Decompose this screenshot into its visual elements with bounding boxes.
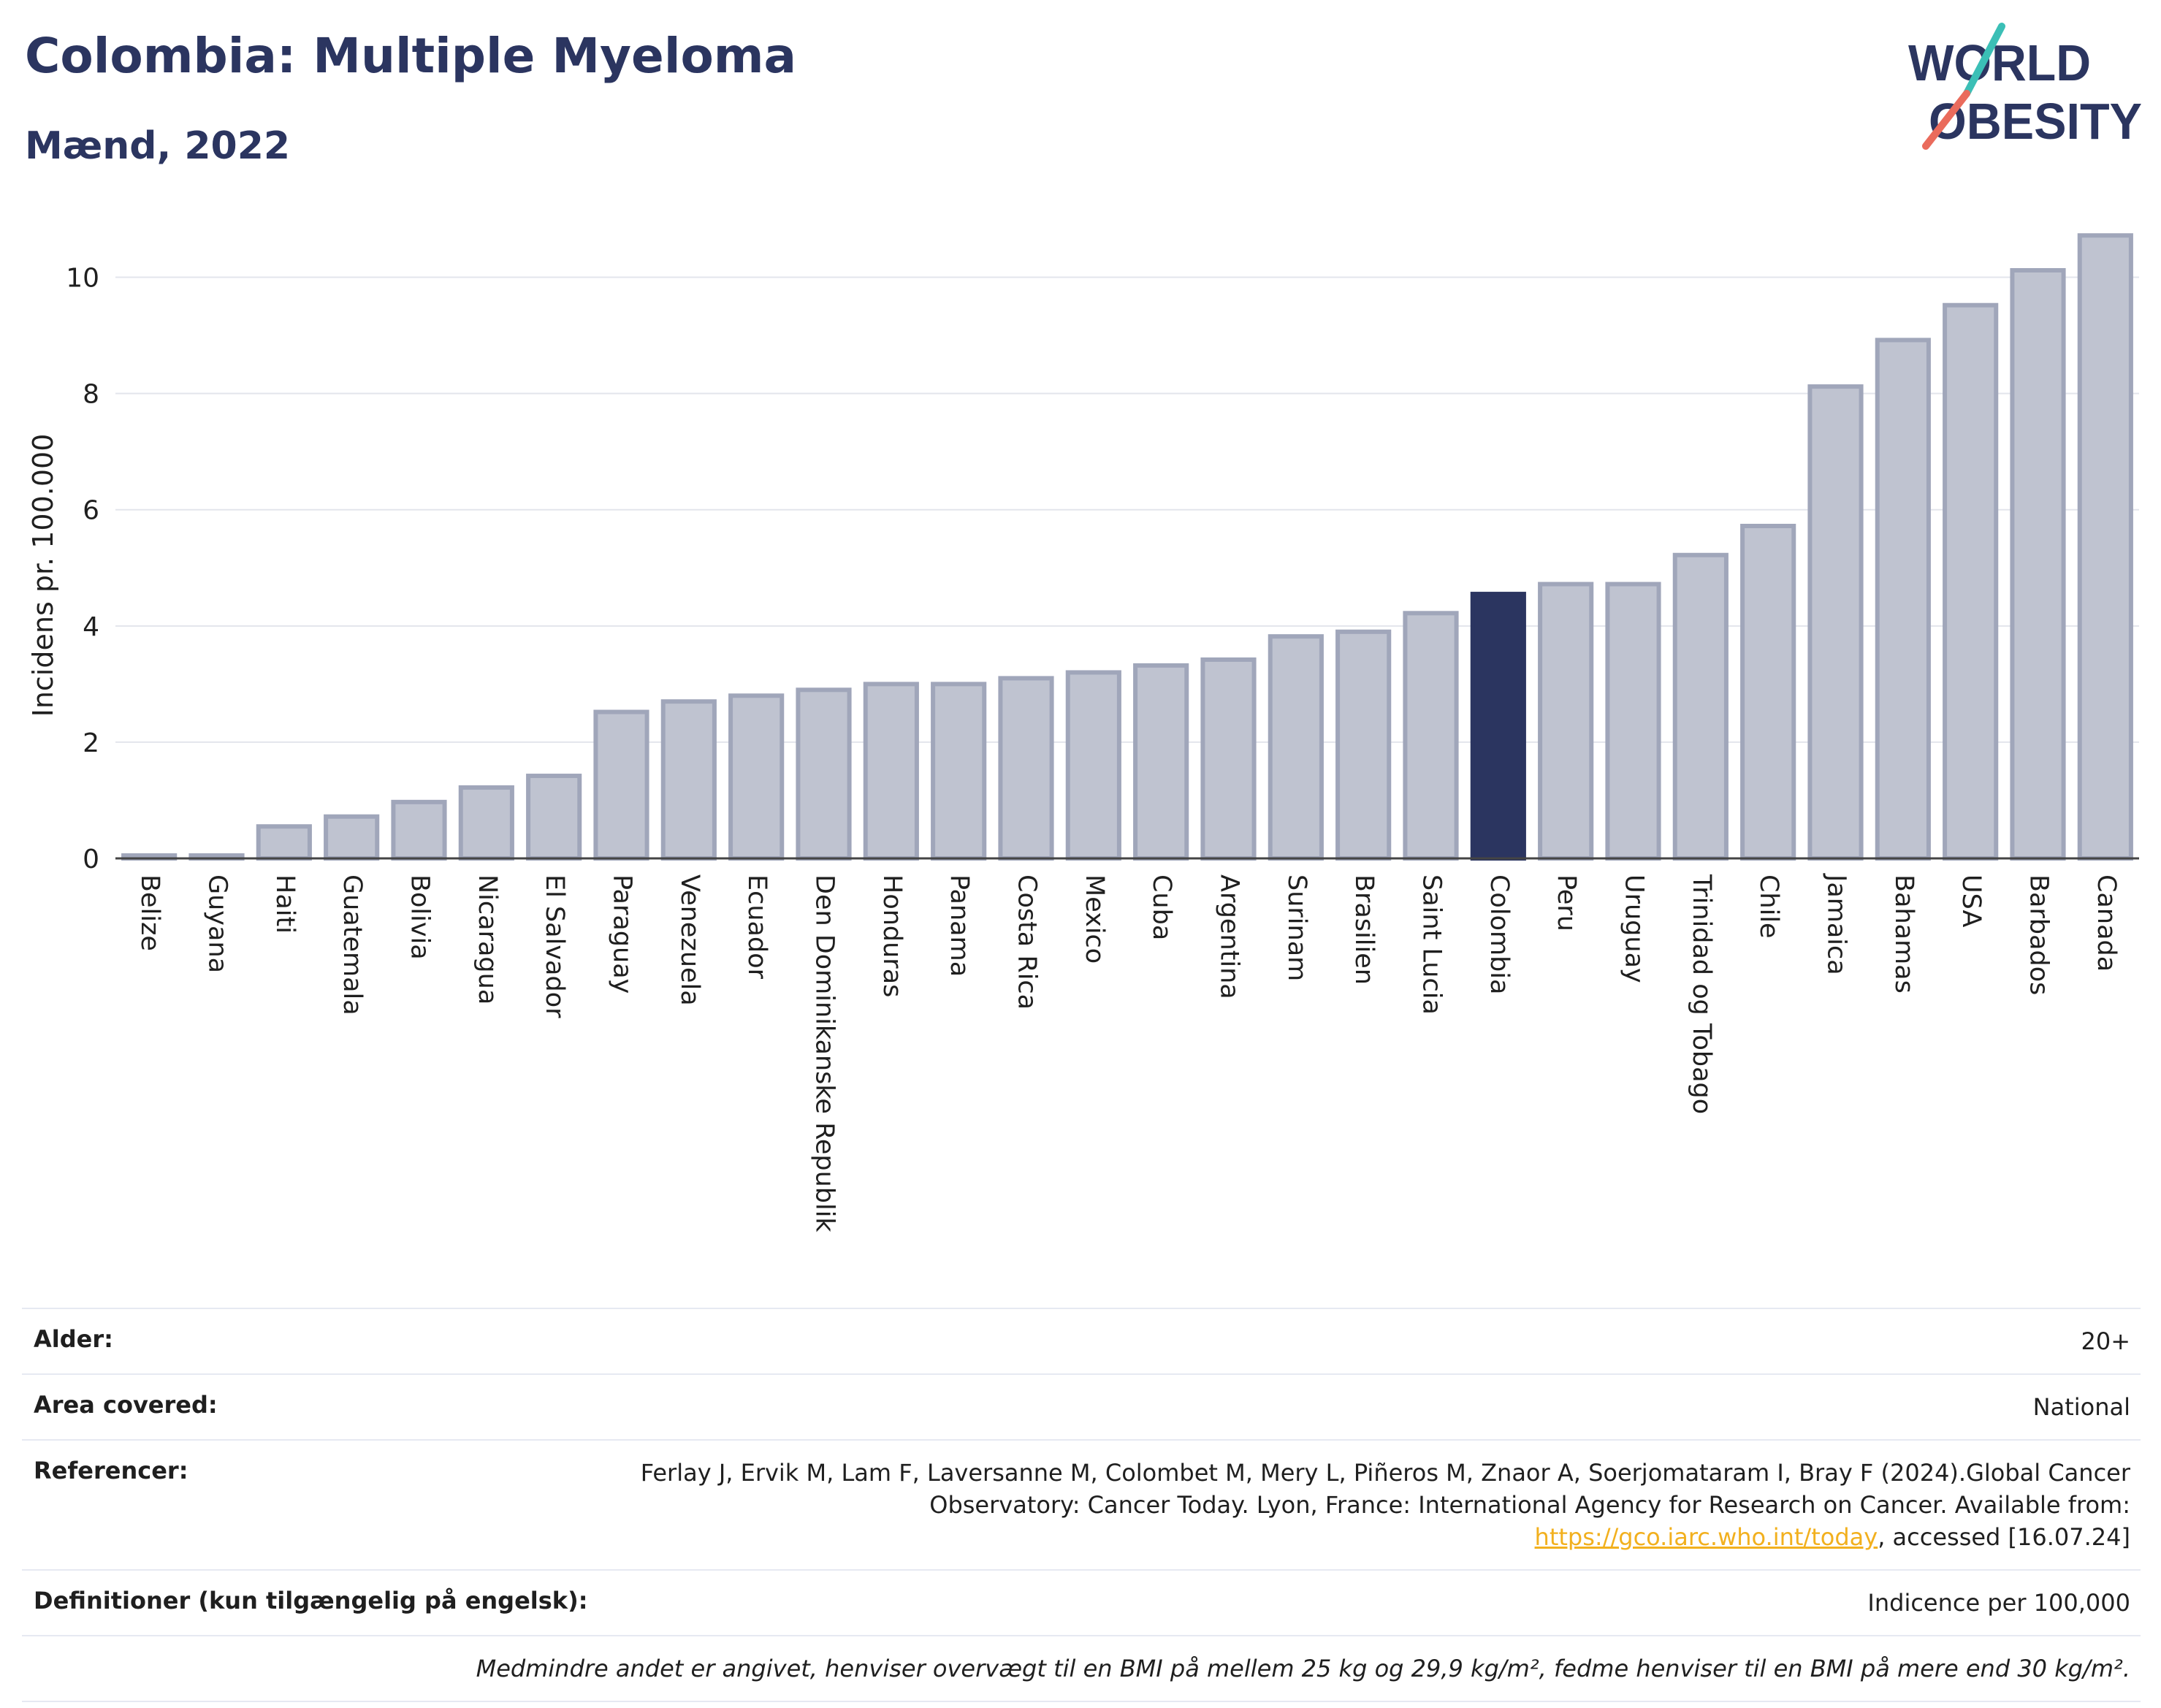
y-axis-ticks: 0 2 4 6 8 10 — [66, 264, 99, 874]
bar-colombia[interactable] — [1470, 592, 1526, 861]
y-tick-label: 4 — [83, 612, 99, 642]
bar-surinam[interactable] — [1268, 634, 1324, 861]
x-tick-label: Guyana — [203, 874, 232, 973]
x-tick-label: Colombia — [1485, 874, 1514, 994]
bar-brasilien[interactable] — [1335, 629, 1392, 861]
bar-uruguay[interactable] — [1605, 582, 1661, 861]
x-tick-label: Honduras — [877, 874, 907, 997]
references-accessed: , accessed [16.07.24] — [1878, 1523, 2130, 1551]
bar-chile[interactable] — [1740, 524, 1796, 861]
bar-peru[interactable] — [1538, 582, 1594, 861]
x-tick-label: Belize — [135, 874, 164, 951]
x-tick-label: Peru — [1552, 874, 1581, 931]
bar-ecuador[interactable] — [728, 693, 785, 861]
bar-saint-lucia[interactable] — [1403, 611, 1459, 861]
bar-bolivia[interactable] — [391, 799, 447, 861]
bars — [121, 233, 2133, 861]
x-tick-label: Venezuela — [675, 874, 704, 1006]
world-obesity-logo: WORLD OBESITY — [1908, 23, 2142, 150]
y-tick-label: 8 — [83, 380, 99, 410]
definitions-label: Definitioner (kun tilgængelig på engelsk… — [34, 1587, 588, 1614]
info-row-area: Area covered: National — [22, 1373, 2141, 1439]
bar-mexico[interactable] — [1065, 670, 1121, 861]
x-tick-label: Mexico — [1080, 874, 1109, 964]
bar-bahamas[interactable] — [1875, 338, 1931, 861]
bar-usa[interactable] — [1943, 302, 1999, 861]
references-value: Ferlay J, Ervik M, Lam F, Laversanne M, … — [640, 1457, 2130, 1553]
bar-canada[interactable] — [2077, 233, 2133, 861]
bar-paraguay[interactable] — [593, 709, 649, 861]
x-tick-label: Chile — [1754, 874, 1783, 939]
page-title: Colombia: Multiple Myeloma — [25, 28, 797, 84]
x-tick-label: Jamaica — [1822, 873, 1851, 975]
references-label: Referencer: — [34, 1457, 188, 1484]
info-row-note: Medmindre andet er angivet, henviser ove… — [22, 1635, 2141, 1702]
page-subtitle: Mænd, 2022 — [25, 124, 291, 168]
logo-slash-teal — [1963, 23, 2005, 97]
bar-guatemala[interactable] — [324, 814, 380, 861]
bar-el-salvador[interactable] — [526, 774, 582, 861]
x-tick-label: Panama — [945, 874, 974, 977]
bar-costa-rica[interactable] — [998, 676, 1054, 861]
y-tick-label: 0 — [83, 845, 99, 874]
bar-haiti[interactable] — [256, 824, 312, 861]
x-tick-label: Trinidad og Tobago — [1687, 874, 1716, 1114]
x-tick-label: Argentina — [1215, 874, 1244, 999]
y-tick-label: 6 — [83, 496, 99, 526]
x-tick-label: Brasilien — [1349, 874, 1379, 985]
area-label: Area covered: — [34, 1391, 218, 1419]
references-link[interactable]: https://gco.iarc.who.int/today — [1534, 1523, 1878, 1551]
footnote: Medmindre andet er angivet, henviser ove… — [476, 1655, 2130, 1682]
info-row-age: Alder: 20+ — [22, 1308, 2141, 1373]
x-tick-label: USA — [1956, 874, 1986, 927]
bar-trinidad-og-tobago[interactable] — [1672, 552, 1729, 861]
bar-jamaica[interactable] — [1807, 384, 1864, 861]
y-axis-label: Incidens pr. 100.000 — [27, 434, 59, 717]
bar-panama[interactable] — [931, 682, 987, 861]
x-tick-label: Nicaragua — [473, 874, 502, 1004]
logo-slash-coral — [1922, 90, 1970, 150]
bar-honduras[interactable] — [863, 682, 919, 861]
info-row-references: Referencer: Ferlay J, Ervik M, Lam F, La… — [22, 1439, 2141, 1569]
x-tick-label: Barbados — [2024, 874, 2054, 995]
bar-chart: 0 2 4 6 8 10 Belize Guyana Haiti Guatemala Bolivi… — [27, 233, 2139, 1232]
x-tick-label: Canada — [2092, 874, 2121, 972]
grid-lines — [115, 276, 2139, 743]
bar-venezuela[interactable] — [660, 699, 717, 861]
area-value: National — [2032, 1393, 2130, 1421]
x-tick-label: Bahamas — [1889, 874, 1918, 994]
bar-cuba[interactable] — [1133, 663, 1189, 861]
x-tick-label: Haiti — [270, 874, 300, 934]
x-tick-label: Costa Rica — [1013, 874, 1042, 1010]
x-tick-label: Guatemala — [338, 874, 367, 1015]
x-tick-label: Cuba — [1147, 874, 1176, 940]
info-table: Alder: 20+ Area covered: National Refere… — [22, 1308, 2141, 1702]
bar-nicaragua[interactable] — [458, 785, 514, 861]
y-tick-label: 10 — [66, 264, 99, 294]
bar-barbados[interactable] — [2010, 268, 2066, 861]
x-tick-label: El Salvador — [540, 874, 569, 1018]
x-tick-label: Saint Lucia — [1417, 874, 1447, 1015]
age-value: 20+ — [2081, 1327, 2130, 1355]
y-tick-label: 2 — [83, 728, 99, 758]
logo-text-world: WORLD — [1908, 34, 2091, 91]
age-label: Alder: — [34, 1325, 113, 1353]
x-tick-label: Uruguay — [1620, 874, 1649, 983]
bar-argentina[interactable] — [1200, 657, 1257, 861]
definitions-value: Indicence per 100,000 — [1867, 1589, 2130, 1617]
x-tick-label: Ecuador — [742, 874, 771, 980]
x-axis-labels: Belize Guyana Haiti Guatemala Bolivia Nicarag… — [135, 873, 2121, 1232]
x-tick-label: Surinam — [1282, 874, 1311, 981]
bar-den-dominikanske-republik[interactable] — [796, 687, 852, 861]
x-tick-label: Den Dominikanske Republik — [810, 874, 839, 1232]
info-row-definitions: Definitioner (kun tilgængelig på engelsk… — [22, 1569, 2141, 1635]
x-tick-label: Bolivia — [405, 874, 435, 960]
references-text: Ferlay J, Ervik M, Lam F, Laversanne M, … — [640, 1459, 2130, 1519]
x-tick-label: Paraguay — [608, 874, 637, 994]
